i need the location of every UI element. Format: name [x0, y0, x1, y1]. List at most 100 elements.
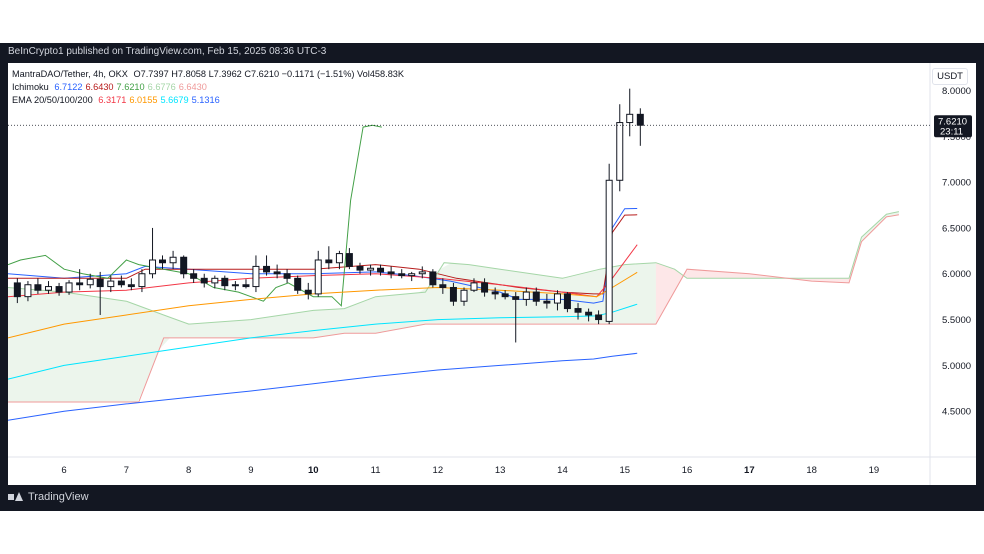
- candle-body: [34, 284, 42, 291]
- candle-body: [616, 122, 624, 181]
- ichimoku-cloud-2: [855, 211, 899, 263]
- candle-body: [491, 291, 499, 295]
- ichimoku-cloud-1: [655, 257, 856, 325]
- y-tick-label: 5.5000: [942, 315, 971, 326]
- legend-ema-row[interactable]: EMA 20/50/100/200 6.3171 6.0155 5.6679 5.13…: [12, 94, 407, 107]
- candle-body: [553, 293, 561, 304]
- candle-body: [13, 282, 21, 298]
- y-tick-label: 6.5000: [942, 223, 971, 234]
- candle-body: [636, 113, 644, 126]
- ema-value-0: 6.3171: [98, 95, 127, 105]
- candle-body: [325, 259, 333, 264]
- x-tick-label: 7: [124, 465, 129, 476]
- candle-body: [294, 277, 302, 291]
- candle-body: [149, 259, 157, 275]
- x-tick-label: 19: [869, 465, 880, 476]
- currency-label[interactable]: USDT: [932, 68, 968, 85]
- candle-body: [231, 284, 239, 287]
- ichimoku-value-1: 6.6430: [85, 82, 114, 92]
- candle-body: [429, 271, 437, 286]
- series-line-senkou-b: [8, 214, 899, 403]
- candle-body: [200, 277, 208, 284]
- candle-body: [345, 253, 353, 267]
- legend-symbol-row: MantraDAO/Tether, 4h, OKX O7.7397 H7.805…: [12, 68, 407, 81]
- candle-body: [532, 291, 540, 302]
- legend-ichimoku-row[interactable]: Ichimoku 6.7122 6.6430 7.6210 6.6776 6.6430: [12, 81, 407, 94]
- candle-body: [449, 286, 457, 302]
- x-tick-label: 12: [433, 465, 444, 476]
- y-tick-label: 4.5000: [942, 407, 971, 418]
- price-tag-value: 7.6210: [938, 117, 967, 128]
- candle-body: [283, 273, 291, 279]
- ema-label: EMA 20/50/100/200: [12, 95, 93, 105]
- ema-value-2: 5.6679: [160, 95, 189, 105]
- x-tick-label: 14: [557, 465, 568, 476]
- ema-value-1: 6.0155: [129, 95, 158, 105]
- x-tick-label: 8: [186, 465, 191, 476]
- candle-body: [460, 289, 468, 302]
- ichimoku-label: Ichimoku: [12, 82, 49, 92]
- candle-body: [605, 179, 613, 322]
- brand-label: TradingView: [28, 491, 89, 503]
- candle-body: [211, 277, 219, 284]
- x-tick-label: 11: [371, 465, 381, 476]
- y-tick-label: 5.0000: [942, 361, 971, 372]
- y-tick-label: 7.0000: [942, 178, 971, 189]
- candle-body: [418, 271, 426, 275]
- candle-body: [242, 284, 250, 288]
- symbol-label[interactable]: MantraDAO/Tether, 4h, OKX: [12, 69, 128, 79]
- candle-body: [543, 300, 551, 304]
- candle-body: [398, 273, 406, 277]
- footer: TradingView: [8, 491, 89, 503]
- candle-body: [86, 278, 94, 286]
- candle-body: [138, 273, 146, 288]
- candle-body: [127, 284, 135, 288]
- ichimoku-cloud-0: [8, 262, 656, 402]
- candle-body: [387, 271, 395, 275]
- tradingview-logo-icon: [8, 491, 24, 503]
- series-line-senkou-a: [8, 211, 900, 325]
- ohlc-values: O7.7397 H7.8058 L7.3962 C7.6210 −0.1171 …: [133, 69, 405, 79]
- candle-body: [263, 265, 271, 273]
- candle-body: [481, 282, 489, 293]
- ema-value-3: 5.1316: [191, 95, 220, 105]
- chart-area[interactable]: 8.0000 7.5000 7.0000 6.5000 6.0000 5.5000 5.00…: [8, 63, 976, 485]
- candle-body: [304, 289, 312, 295]
- candle-body: [439, 284, 447, 288]
- candle-body: [512, 296, 520, 300]
- candle-body: [55, 286, 63, 293]
- candle-body: [180, 256, 188, 275]
- candle-body: [626, 113, 634, 124]
- series-line-ema-50: [8, 271, 638, 339]
- candle-body: [470, 282, 478, 291]
- y-tick-label: 8.0000: [942, 86, 971, 97]
- candle-body: [169, 256, 177, 264]
- x-tick-label: 13: [495, 465, 506, 476]
- ichimoku-value-3: 6.6776: [147, 82, 176, 92]
- candle-body: [24, 284, 32, 298]
- candle-body: [44, 286, 52, 291]
- candle-body: [221, 277, 229, 287]
- price-chart[interactable]: 8.0000 7.5000 7.0000 6.5000 6.0000 5.5000 5.00…: [8, 63, 976, 485]
- candle-body: [522, 291, 530, 300]
- candle-body: [563, 293, 571, 310]
- candle-body: [65, 282, 73, 293]
- candle-body: [574, 308, 582, 313]
- candle-body: [367, 267, 375, 271]
- candle-body: [501, 293, 509, 298]
- chart-legend: MantraDAO/Tether, 4h, OKX O7.7397 H7.805…: [12, 68, 407, 107]
- candle-body: [335, 253, 343, 264]
- candle-body: [76, 282, 84, 286]
- candle-body: [190, 273, 198, 279]
- y-tick-label: 6.0000: [942, 269, 971, 280]
- x-tick-label: 10: [308, 465, 319, 476]
- x-tick-label: 17: [744, 465, 755, 476]
- candle-body: [273, 271, 281, 275]
- ichimoku-value-2: 7.6210: [116, 82, 145, 92]
- candle-body: [96, 278, 104, 288]
- x-tick-label: 18: [806, 465, 817, 476]
- x-tick-label: 9: [248, 465, 253, 476]
- candle-body: [107, 280, 115, 288]
- candle-body: [117, 280, 125, 286]
- x-tick-label: 15: [619, 465, 630, 476]
